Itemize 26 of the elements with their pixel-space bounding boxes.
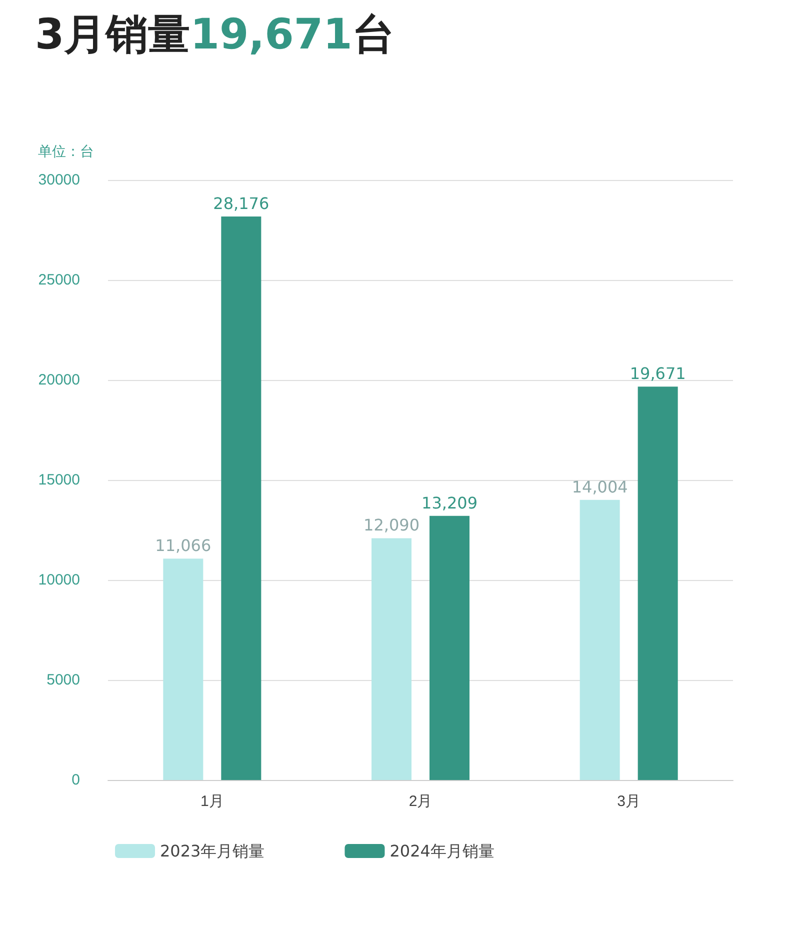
chart-title: 3月销量19,671台 xyxy=(35,10,394,58)
bar xyxy=(430,516,470,780)
y-axis-title: 单位：台 xyxy=(38,143,94,159)
data-label: 12,090 xyxy=(364,516,420,535)
x-tick-label: 3月 xyxy=(617,793,641,810)
bar xyxy=(372,538,412,780)
y-tick-label: 10000 xyxy=(38,572,80,588)
y-tick-label: 0 xyxy=(72,772,80,788)
legend-label: 2023年月销量 xyxy=(160,842,265,860)
x-tick-label: 2月 xyxy=(408,793,432,810)
bar xyxy=(163,558,204,780)
y-tick-label: 25000 xyxy=(38,272,80,288)
y-tick-label: 30000 xyxy=(38,172,80,188)
bar xyxy=(638,386,678,780)
y-tick-label: 15000 xyxy=(38,472,80,488)
data-label: 14,004 xyxy=(572,477,628,496)
legend-label: 2024年月销量 xyxy=(390,842,494,860)
data-label: 28,176 xyxy=(213,194,270,213)
data-label: 19,671 xyxy=(630,364,686,384)
bar xyxy=(221,216,262,780)
data-label: 11,066 xyxy=(155,536,212,556)
bar xyxy=(580,500,620,780)
y-tick-label: 5000 xyxy=(46,672,80,688)
x-tick-label: 1月 xyxy=(200,793,224,810)
y-tick-label: 20000 xyxy=(38,372,80,388)
data-label: 13,209 xyxy=(422,493,478,512)
